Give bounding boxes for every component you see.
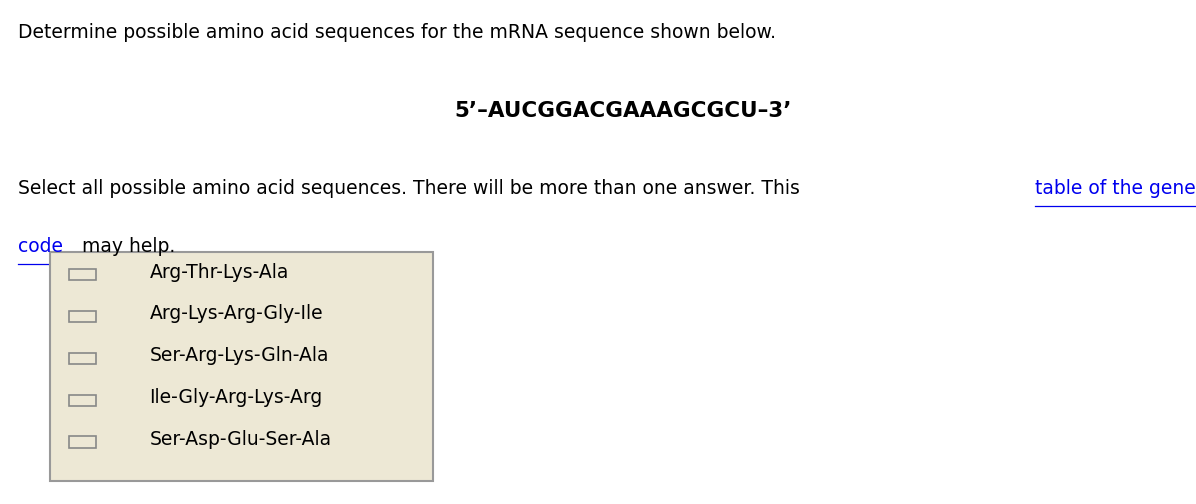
Text: Ser-Arg-Lys-Gln-Ala: Ser-Arg-Lys-Gln-Ala: [150, 346, 329, 365]
Text: table of the genetic: table of the genetic: [1035, 179, 1196, 198]
Text: Arg-Lys-Arg-Gly-Ile: Arg-Lys-Arg-Gly-Ile: [150, 304, 323, 324]
FancyBboxPatch shape: [69, 436, 96, 448]
Text: Ser-Asp-Glu-Ser-Ala: Ser-Asp-Glu-Ser-Ala: [150, 430, 331, 449]
Text: code: code: [18, 237, 63, 256]
FancyBboxPatch shape: [69, 395, 96, 406]
FancyBboxPatch shape: [69, 269, 96, 280]
FancyBboxPatch shape: [69, 353, 96, 364]
FancyBboxPatch shape: [69, 311, 96, 322]
Text: Determine possible amino acid sequences for the mRNA sequence shown below.: Determine possible amino acid sequences …: [18, 23, 776, 42]
Text: Select all possible amino acid sequences. There will be more than one answer. Th: Select all possible amino acid sequences…: [18, 179, 806, 198]
Text: Arg-Thr-Lys-Ala: Arg-Thr-Lys-Ala: [150, 263, 289, 282]
FancyBboxPatch shape: [50, 252, 433, 481]
Text: may help.: may help.: [77, 237, 176, 256]
Text: 5’–AUCGGACGAAAGCGCU–3’: 5’–AUCGGACGAAAGCGCU–3’: [454, 101, 792, 121]
Text: Ile-Gly-Arg-Lys-Arg: Ile-Gly-Arg-Lys-Arg: [150, 388, 323, 407]
